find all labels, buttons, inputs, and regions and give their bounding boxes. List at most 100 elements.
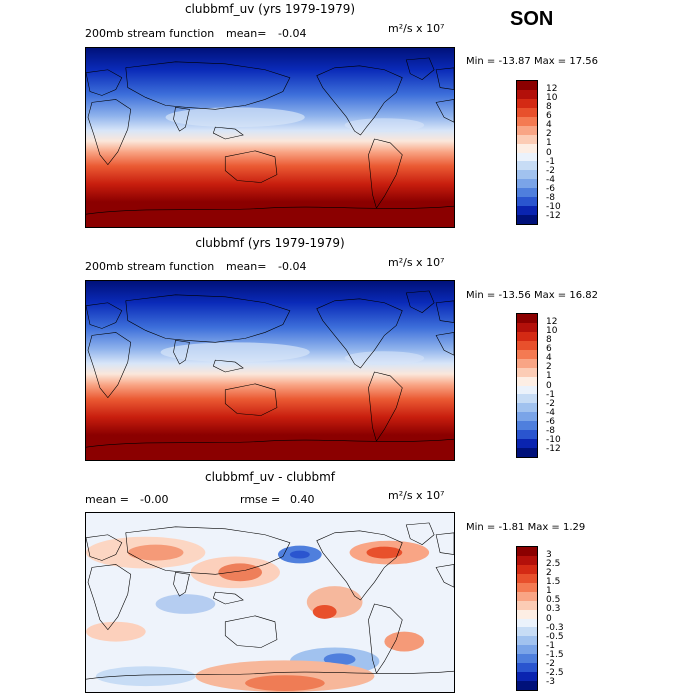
colorbar-segment — [517, 134, 537, 144]
colorbar-tick-label: 10 — [546, 326, 558, 337]
colorbar-segment — [517, 152, 537, 162]
colorbar-segment — [517, 376, 537, 386]
colorbar-segment — [517, 349, 537, 359]
coastline — [173, 107, 190, 132]
colorbar-tick-label: -10 — [546, 201, 561, 212]
colorbar-segment — [517, 618, 537, 628]
colorbar-tick-label: 2 — [546, 568, 552, 579]
coastline — [86, 302, 123, 329]
colorbar-tick-label: -2 — [546, 658, 555, 669]
colorbar-segment — [517, 143, 537, 153]
colorbar-segment — [517, 582, 537, 592]
coastline — [212, 591, 244, 605]
panel2-colorbar — [516, 313, 538, 458]
panel3-max-value: 1.29 — [562, 522, 586, 533]
panel3-min-value: -1.81 — [498, 522, 525, 533]
colorbar-tick-label: 4 — [546, 353, 552, 364]
panel3-coastlines — [86, 522, 454, 680]
coastline — [125, 526, 291, 575]
colorbar-segment — [517, 215, 537, 224]
colorbar-segment — [517, 314, 537, 323]
coastline — [435, 300, 454, 323]
panel1-max-value: 17.56 — [569, 56, 598, 67]
colorbar-tick-label: 0.3 — [546, 604, 561, 615]
panel3-anomalies — [86, 536, 430, 692]
panel1-mean-value: -0.04 — [278, 27, 307, 40]
colorbar-tick-label: -1 — [546, 640, 555, 651]
colorbar-tick-label: 6 — [546, 111, 552, 122]
colorbar-tick-label: 6 — [546, 344, 552, 355]
colorbar-segment — [517, 636, 537, 646]
panel3-max-label: Max = — [527, 522, 560, 533]
panel3-mean-label: mean = — [85, 493, 129, 506]
colorbar-tick-label: -6 — [546, 416, 555, 427]
colorbar-segment — [517, 206, 537, 216]
colorbar-segment — [517, 573, 537, 583]
colorbar-segment — [517, 609, 537, 619]
panel2-field — [86, 281, 454, 460]
panel2-min-label: Min = — [466, 290, 496, 301]
colorbar-tick-label: -8 — [546, 425, 555, 436]
colorbar-segment — [517, 322, 537, 332]
panel3-title: clubbmf_uv - clubbmf — [204, 470, 336, 484]
panel1-min-max: Min = -13.87 Max = 17.56 — [466, 56, 598, 67]
colorbar-tick-label: 12 — [546, 84, 558, 95]
colorbar-tick-label: 1 — [546, 586, 552, 597]
colorbar-tick-label: -4 — [546, 407, 555, 418]
colorbar-tick-label: -0.5 — [546, 631, 564, 642]
coastline — [212, 359, 244, 373]
panel2-mean-value: -0.04 — [278, 260, 307, 273]
panel1-map — [85, 47, 455, 228]
panel1-feature — [344, 118, 425, 133]
panel2-field-label: 200mb stream function — [85, 260, 215, 273]
colorbar-tick-label: 0.5 — [546, 595, 561, 606]
panel2-feature — [160, 342, 310, 363]
coastline — [405, 522, 435, 545]
panel1-colorbar — [516, 80, 538, 225]
colorbar-segment — [517, 627, 537, 637]
panel3-rmse-value: 0.40 — [290, 493, 315, 506]
colorbar-segment — [517, 116, 537, 126]
panel2-title: clubbmf (yrs 1979-1979) — [195, 236, 345, 250]
coastline — [86, 438, 454, 448]
panel3-units: m²/s x 10⁷ — [388, 489, 445, 502]
colorbar-tick-label: -1 — [546, 156, 555, 167]
panel1-feature — [165, 107, 305, 128]
coastline — [212, 126, 244, 140]
panel1-field — [86, 48, 454, 227]
colorbar-tick-label: -2 — [546, 165, 555, 176]
colorbar-tick-label: -12 — [546, 443, 561, 454]
colorbar-tick-label: -1.5 — [546, 649, 564, 660]
colorbar-segment — [517, 179, 537, 189]
colorbar-tick-label: 10 — [546, 93, 558, 104]
coastline — [368, 371, 403, 442]
panel1-units: m²/s x 10⁷ — [388, 22, 445, 35]
panel2-max-label: Max = — [533, 290, 567, 301]
colorbar-tick-label: 1 — [546, 138, 552, 149]
colorbar-tick-label: -0.3 — [546, 622, 564, 633]
colorbar-tick-label: 8 — [546, 335, 552, 346]
colorbar-segment — [517, 421, 537, 431]
colorbar-segment — [517, 430, 537, 440]
colorbar-tick-label: 12 — [546, 317, 558, 328]
coastline — [435, 67, 454, 90]
colorbar-segment — [517, 81, 537, 90]
colorbar-segment — [517, 681, 537, 690]
colorbar-tick-label: -12 — [546, 210, 561, 221]
colorbar-segment — [517, 340, 537, 350]
panel3-min-max: Min = -1.81 Max = 1.29 — [466, 522, 585, 533]
panel1-max-label: Max = — [533, 56, 567, 67]
panel2-min-value: -13.56 — [498, 290, 531, 301]
colorbar-tick-label: 4 — [546, 120, 552, 131]
coastline — [86, 534, 123, 561]
colorbar-tick-label: -4 — [546, 174, 555, 185]
colorbar-tick-label: 2 — [546, 129, 552, 140]
coastline — [405, 57, 435, 80]
coastline — [435, 332, 454, 356]
colorbar-segment — [517, 385, 537, 395]
colorbar-segment — [517, 654, 537, 664]
panel2-units: m²/s x 10⁷ — [388, 256, 445, 269]
colorbar-tick-label: 0 — [546, 613, 552, 624]
colorbar-segment — [517, 188, 537, 198]
panel3-rmse-label: rmse = — [240, 493, 281, 506]
